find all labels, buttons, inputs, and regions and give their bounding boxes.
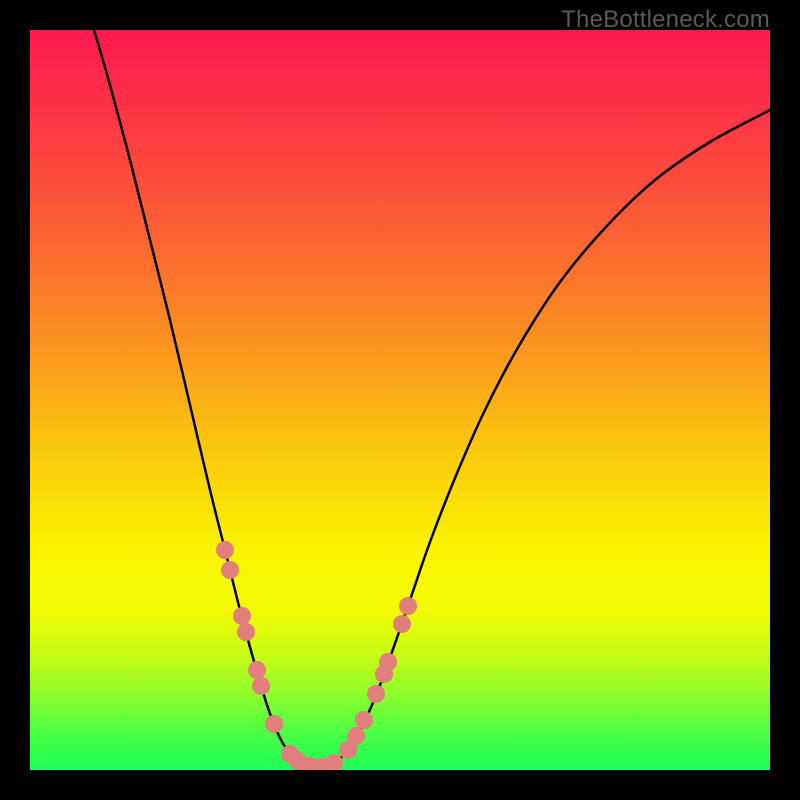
data-marker bbox=[221, 561, 239, 579]
data-marker bbox=[379, 653, 397, 671]
data-marker bbox=[252, 677, 270, 695]
gradient-background bbox=[30, 30, 770, 770]
data-marker bbox=[367, 685, 385, 703]
plot-area bbox=[30, 30, 770, 770]
data-marker bbox=[265, 715, 283, 733]
data-marker bbox=[399, 597, 417, 615]
data-marker bbox=[237, 623, 255, 641]
data-marker bbox=[355, 711, 373, 729]
data-marker bbox=[248, 661, 266, 679]
data-marker bbox=[347, 727, 365, 745]
data-marker bbox=[216, 541, 234, 559]
data-marker bbox=[393, 615, 411, 633]
chart-frame: TheBottleneck.com bbox=[0, 0, 800, 800]
data-marker bbox=[233, 607, 251, 625]
bottleneck-curve-chart bbox=[30, 30, 770, 770]
